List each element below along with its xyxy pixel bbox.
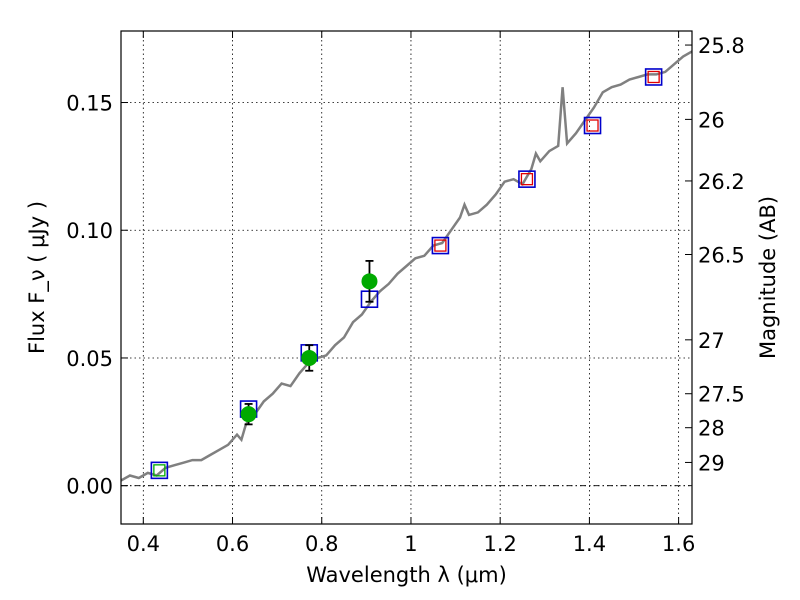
tick-labels: 0.4 0.6 0.8 1 1.2 1.4 1.6 0.00 0.05 0.10 0.15 25.8 2… [66, 34, 745, 556]
spectrum-line [121, 50, 692, 482]
detection-point [301, 349, 318, 366]
right-axis-label: Magnitude (AB) [756, 196, 780, 359]
photometry-square [647, 70, 660, 84]
plot-frame [120, 30, 693, 525]
grid-lines [121, 31, 692, 524]
detection-point [361, 273, 378, 290]
photometry-square [150, 461, 169, 480]
x-tick-label: 1.4 [573, 532, 606, 556]
x-tick-label: 1.6 [662, 532, 695, 556]
y-tick-label: 0.00 [66, 475, 113, 499]
right-tick-label: 26.2 [698, 170, 745, 194]
photometry-square [644, 68, 663, 86]
right-tick-label: 27 [698, 329, 725, 353]
x-tick-label: 0.4 [127, 532, 160, 556]
photometry-square [520, 173, 534, 186]
right-tick-label: 25.8 [698, 34, 745, 58]
photometry-square [583, 116, 602, 135]
x-tick-label: 1.2 [483, 532, 516, 556]
x-tick-label: 1 [404, 532, 417, 556]
photometry-square [431, 236, 450, 255]
right-tick-label: 28 [698, 417, 725, 441]
series-layer [121, 50, 692, 482]
right-tick-label: 27.5 [698, 383, 745, 407]
x-tick-label: 0.8 [305, 532, 338, 556]
right-tick-label: 26 [698, 108, 725, 132]
photometry-square [518, 170, 536, 188]
detection-point [240, 406, 257, 423]
y-axis-label: Flux F_ν ( μJy ) [25, 201, 50, 354]
photometry-square [153, 464, 166, 477]
right-tick-label: 29 [698, 451, 725, 475]
right-tick-label: 26.5 [698, 244, 745, 268]
tick-marks [121, 31, 692, 524]
y-tick-label: 0.10 [66, 219, 113, 243]
x-tick-label: 0.6 [216, 532, 249, 556]
photometry-square [434, 239, 447, 252]
x-axis-label: Wavelength λ (μm) [306, 563, 507, 587]
y-tick-label: 0.15 [66, 92, 113, 116]
photometry-square [586, 119, 599, 132]
y-tick-label: 0.05 [66, 347, 113, 371]
